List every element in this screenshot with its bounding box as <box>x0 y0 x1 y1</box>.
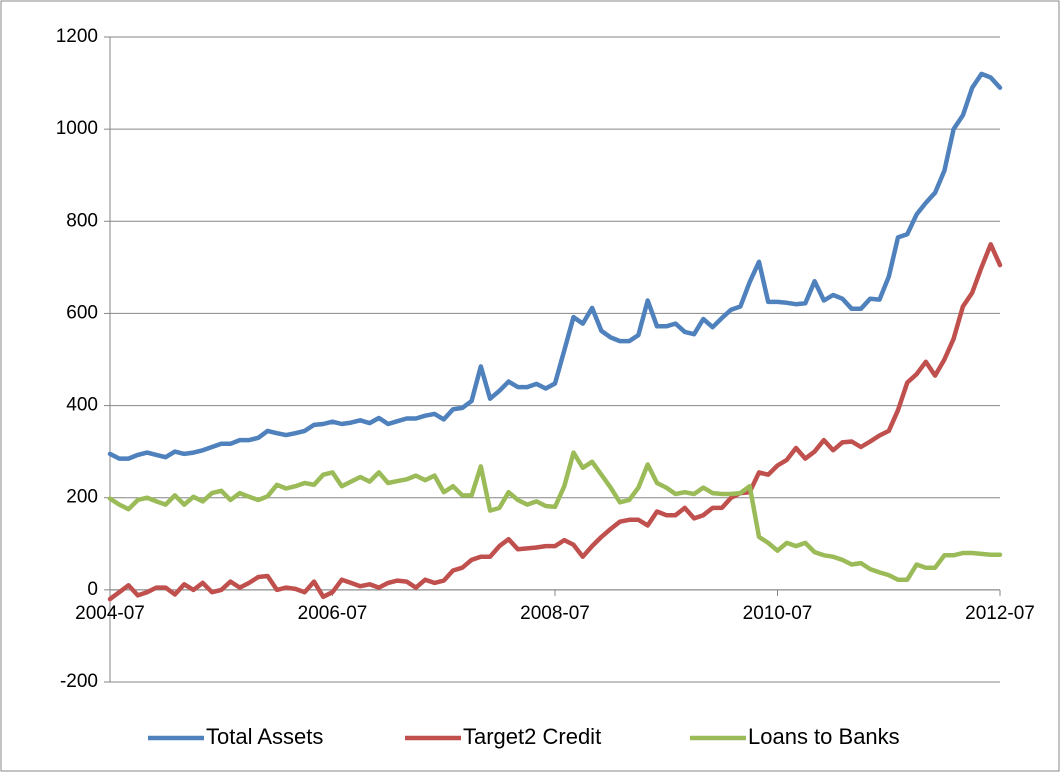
x-tick-label: 2010-07 <box>743 603 813 624</box>
legend-label: Loans to Banks <box>748 724 900 749</box>
y-tick-label: 600 <box>66 302 98 323</box>
x-tick-label: 2004-07 <box>75 603 145 624</box>
x-tick-label: 2006-07 <box>298 603 368 624</box>
y-tick-label: 800 <box>66 210 98 231</box>
y-tick-label: 400 <box>66 395 98 416</box>
y-tick-label: 1000 <box>56 118 98 139</box>
y-tick-label: 0 <box>87 579 98 600</box>
series-line <box>107 71 1003 461</box>
legend-label: Target2 Credit <box>463 724 601 749</box>
x-tick-label: 2012-07 <box>965 603 1035 624</box>
y-tick-label: -200 <box>60 671 98 692</box>
legend-label: Total Assets <box>206 724 323 749</box>
series-line <box>107 242 1003 602</box>
series-line <box>107 450 1003 582</box>
y-tick-label: 1200 <box>56 26 98 47</box>
y-tick-label: 200 <box>66 487 98 508</box>
x-tick-label: 2008-07 <box>520 603 590 624</box>
